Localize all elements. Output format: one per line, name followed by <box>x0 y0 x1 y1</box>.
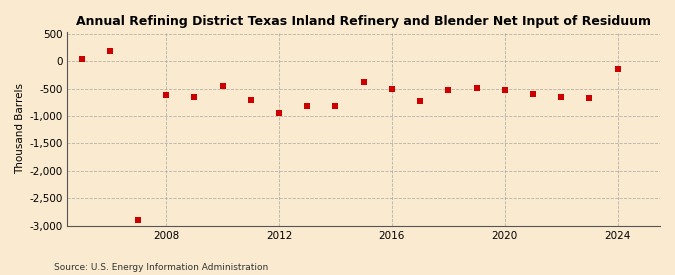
Point <box>302 104 313 108</box>
Point <box>105 49 115 54</box>
Point <box>217 84 228 88</box>
Point <box>500 88 510 92</box>
Point <box>387 86 398 91</box>
Text: Source: U.S. Energy Information Administration: Source: U.S. Energy Information Administ… <box>54 263 268 272</box>
Point <box>528 92 539 96</box>
Y-axis label: Thousand Barrels: Thousand Barrels <box>15 83 25 174</box>
Point <box>161 93 171 97</box>
Point <box>132 218 143 222</box>
Point <box>246 97 256 102</box>
Point <box>414 98 425 103</box>
Point <box>358 80 369 84</box>
Point <box>443 88 454 92</box>
Point <box>273 111 284 116</box>
Point <box>612 67 623 72</box>
Title: Annual Refining District Texas Inland Refinery and Blender Net Input of Residuum: Annual Refining District Texas Inland Re… <box>76 15 651 28</box>
Point <box>471 86 482 90</box>
Point <box>76 57 87 62</box>
Point <box>584 96 595 101</box>
Point <box>330 104 341 108</box>
Point <box>556 95 566 99</box>
Point <box>189 95 200 99</box>
